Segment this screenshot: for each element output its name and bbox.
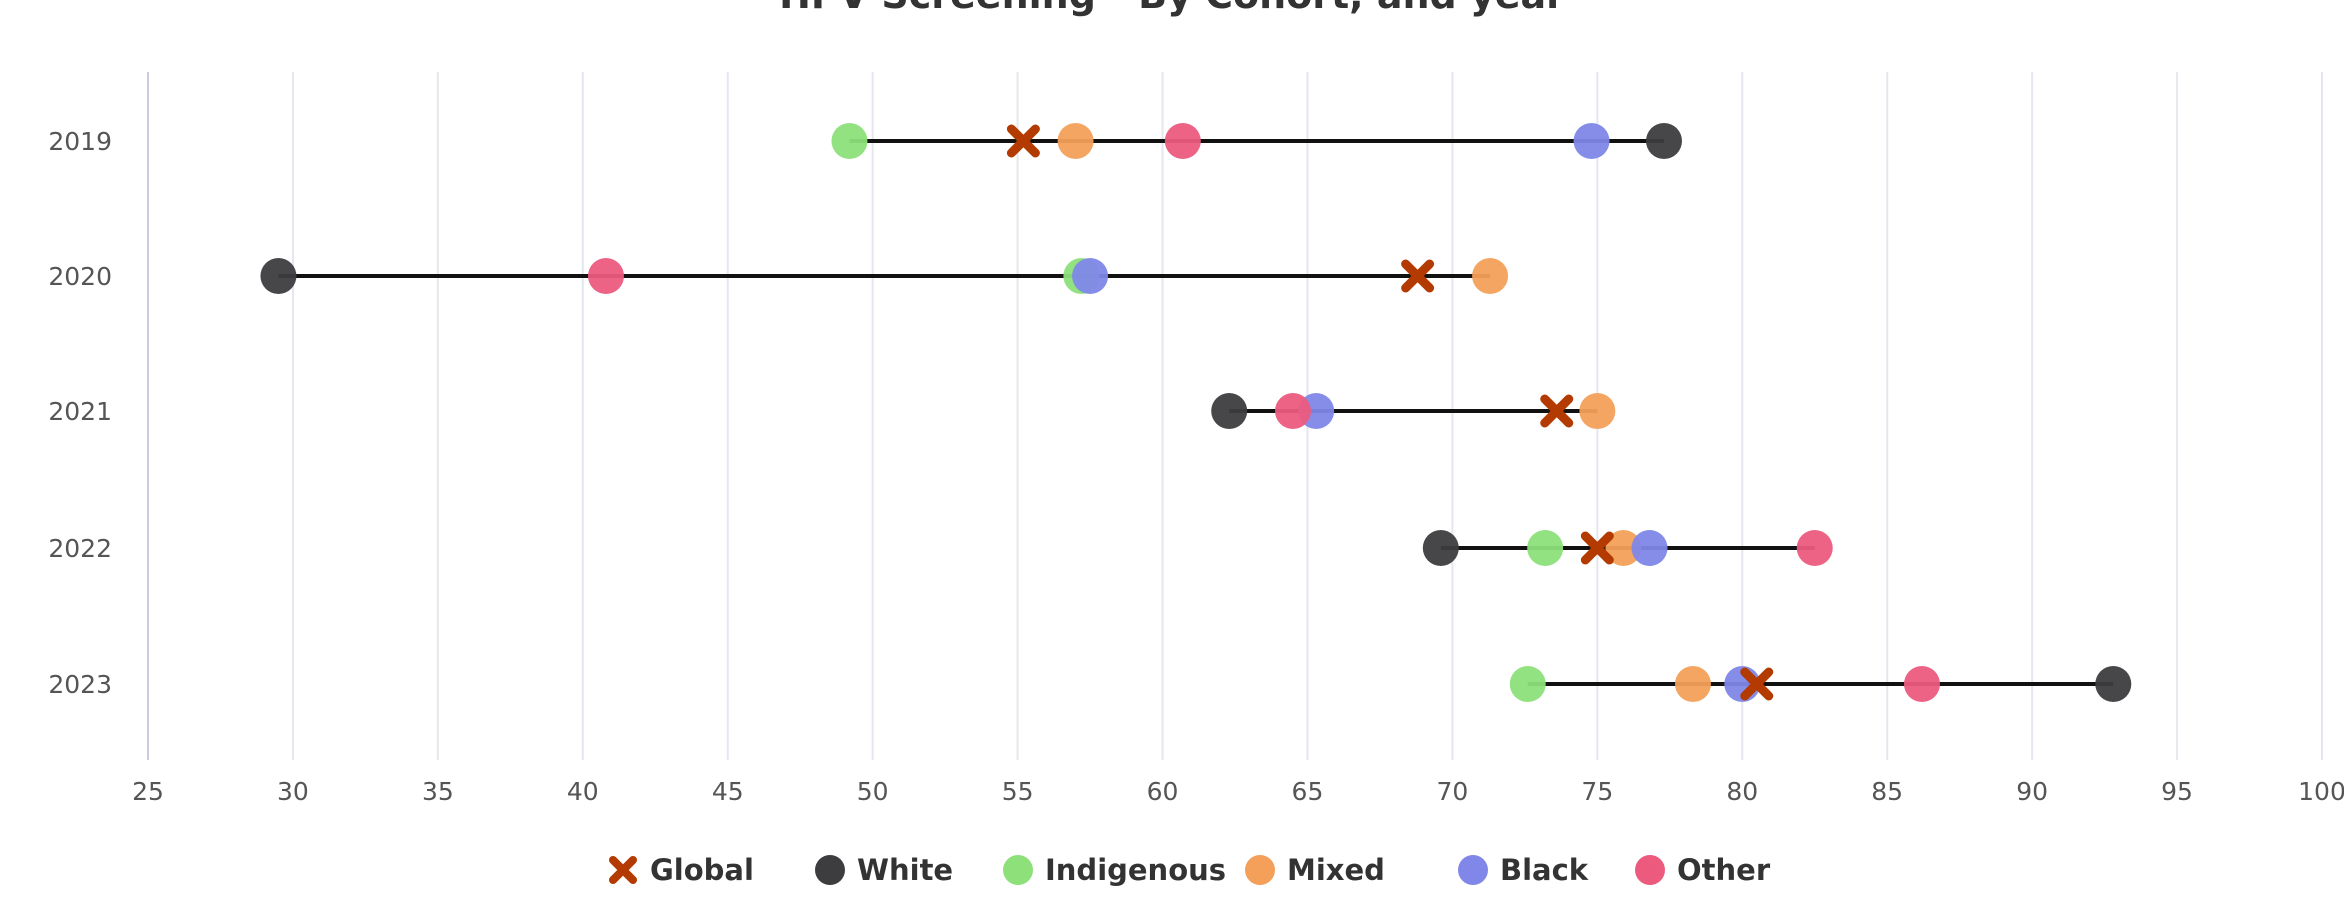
- point-black-2019[interactable]: [1573, 123, 1610, 159]
- x-tick-label: 65: [1292, 777, 1324, 806]
- point-other-2023[interactable]: [1903, 666, 1940, 702]
- point-mixed-2021[interactable]: [1579, 393, 1616, 429]
- y-tick-label-2023: 2023: [48, 670, 112, 699]
- point-mixed-2020[interactable]: [1472, 258, 1509, 294]
- point-white-2021[interactable]: [1211, 393, 1248, 429]
- legend-label-black: Black: [1500, 853, 1589, 887]
- y-tick-label-2020: 2020: [48, 262, 112, 291]
- legend-label-white: White: [857, 853, 953, 887]
- data-points: [260, 123, 2132, 702]
- x-tick-label: 40: [567, 777, 599, 806]
- x-tick-label: 95: [2161, 777, 2193, 806]
- y-tick-label-2019: 2019: [48, 127, 112, 156]
- x-axis-ticks: 25 30 35 40 45 50 55 60 65 70 75 80 85 90 95 100: [132, 777, 2344, 806]
- y-tick-label-2021: 2021: [48, 397, 112, 426]
- point-other-2019[interactable]: [1164, 123, 1201, 159]
- x-tick-label: 55: [1002, 777, 1034, 806]
- legend-marker-white: [815, 855, 845, 885]
- legend-item-mixed[interactable]: Mixed: [1245, 853, 1385, 887]
- x-tick-label: 90: [2016, 777, 2048, 806]
- x-tick-label: 60: [1147, 777, 1179, 806]
- legend: Global White Indigenous Mixed Black Other: [609, 853, 1771, 887]
- x-tick-label: 30: [277, 777, 309, 806]
- point-global-2020[interactable]: [1401, 259, 1435, 293]
- point-mixed-2023[interactable]: [1674, 666, 1711, 702]
- point-indigenous-2023[interactable]: [1509, 666, 1546, 702]
- point-indigenous-2022[interactable]: [1527, 530, 1564, 566]
- point-white-2022[interactable]: [1422, 530, 1459, 566]
- point-white-2019[interactable]: [1646, 123, 1683, 159]
- x-tick-label: 45: [712, 777, 744, 806]
- x-tick-label: 70: [1436, 777, 1468, 806]
- y-axis-ticks: 2019 2020 2021 2022 2023: [48, 127, 112, 699]
- legend-label-mixed: Mixed: [1287, 853, 1385, 887]
- point-white-2020[interactable]: [260, 258, 297, 294]
- x-tick-label: 50: [857, 777, 889, 806]
- point-global-2019[interactable]: [1006, 124, 1040, 158]
- point-other-2020[interactable]: [587, 258, 624, 294]
- legend-label-global: Global: [650, 853, 754, 887]
- legend-marker-other: [1635, 855, 1665, 885]
- point-global-2022[interactable]: [1580, 531, 1614, 565]
- point-global-2023[interactable]: [1740, 667, 1774, 701]
- range-lines: [278, 139, 2114, 686]
- legend-item-indigenous[interactable]: Indigenous: [1003, 853, 1226, 887]
- point-black-2020[interactable]: [1072, 258, 1109, 294]
- x-tick-label: 75: [1581, 777, 1613, 806]
- point-mixed-2019[interactable]: [1057, 123, 1094, 159]
- legend-item-black[interactable]: Black: [1458, 853, 1589, 887]
- gridlines: [147, 72, 2323, 760]
- point-white-2023[interactable]: [2095, 666, 2132, 702]
- x-tick-label: 25: [132, 777, 164, 806]
- point-black-2022[interactable]: [1631, 530, 1668, 566]
- point-global-2021[interactable]: [1540, 394, 1574, 428]
- x-tick-label: 80: [1726, 777, 1758, 806]
- point-other-2022[interactable]: [1796, 530, 1833, 566]
- chart-title: HPV Screening - By Cohort, and year: [779, 0, 1565, 17]
- legend-item-global[interactable]: Global: [609, 853, 754, 887]
- legend-marker-mixed: [1245, 855, 1275, 885]
- x-tick-label: 35: [422, 777, 454, 806]
- x-tick-label: 85: [1871, 777, 1903, 806]
- legend-item-other[interactable]: Other: [1635, 853, 1771, 887]
- legend-label-indigenous: Indigenous: [1045, 853, 1226, 887]
- legend-marker-indigenous: [1003, 855, 1033, 885]
- point-indigenous-2019[interactable]: [831, 123, 868, 159]
- point-mixed-2022[interactable]: [1605, 530, 1642, 566]
- y-tick-label-2022: 2022: [48, 534, 112, 563]
- legend-label-other: Other: [1677, 853, 1771, 887]
- legend-item-white[interactable]: White: [815, 853, 953, 887]
- x-tick-label: 100: [2298, 777, 2344, 806]
- legend-marker-black: [1458, 855, 1488, 885]
- point-other-2021[interactable]: [1274, 393, 1311, 429]
